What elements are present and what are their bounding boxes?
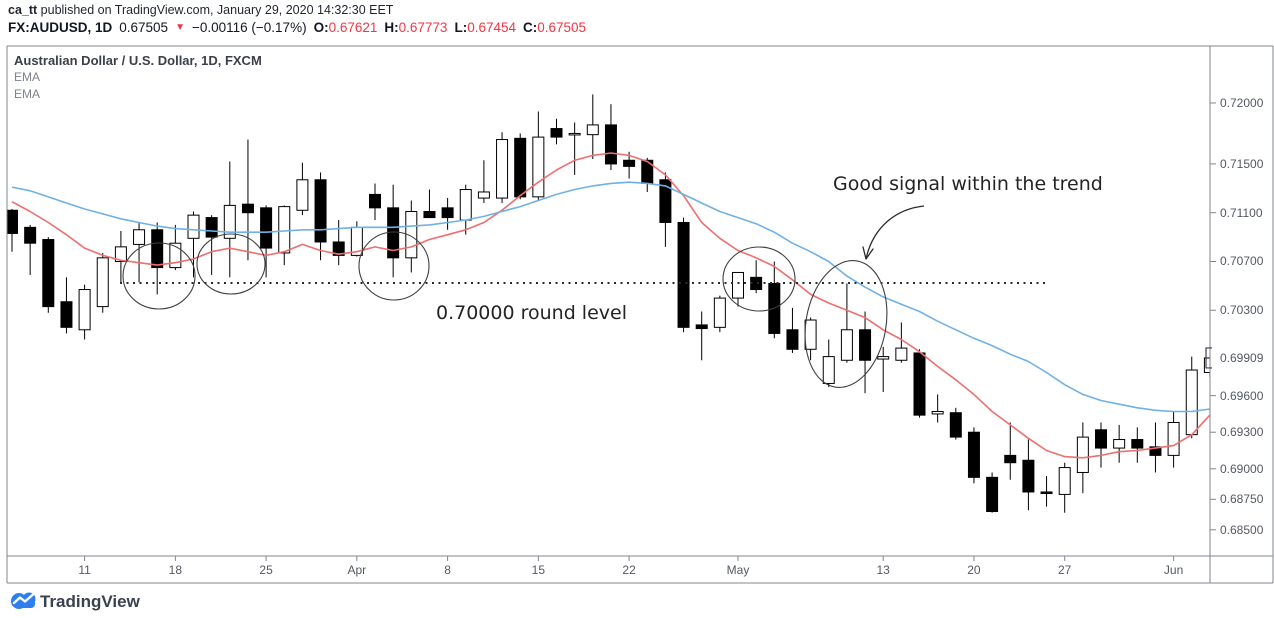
tradingview-logo-icon[interactable] (8, 590, 38, 612)
time-tick-label: 8 (444, 563, 451, 577)
symbol-info-bar: FX:AUDUSD, 1D 0.67505 ▼ −0.00116 (−0.17%… (8, 20, 586, 35)
time-tick-label: 18 (168, 563, 183, 577)
time-tick-label: 22 (622, 563, 636, 577)
indicator-label-ema2[interactable]: EMA (14, 87, 41, 101)
chart-title: Australian Dollar / U.S. Dollar, 1D, FXC… (14, 53, 262, 68)
price-tick-label: 0.70700 (1220, 254, 1264, 269)
symbol-name: FX:AUDUSD, 1D (8, 20, 113, 35)
time-tick-label: 13 (876, 563, 890, 577)
time-tick-label: Jun (1163, 563, 1184, 577)
indicator-label-ema1[interactable]: EMA (14, 70, 41, 84)
time-tick-label: 25 (259, 563, 273, 577)
price-tick-label: 0.70300 (1220, 303, 1264, 318)
tradingview-logo-text[interactable]: TradingView (40, 592, 140, 611)
time-tick-label: 27 (1058, 563, 1072, 577)
price-tick-label: 0.71100 (1220, 205, 1263, 220)
byline-text: published on TradingView.com, January 29… (37, 3, 394, 17)
price-tick-label: 0.69300 (1220, 425, 1264, 440)
user-drawings-layer (120, 205, 1047, 388)
price-axis-ticks (1205, 102, 1216, 531)
price-change: −0.00116 (−0.17%) (191, 20, 307, 35)
last-price: 0.67505 (119, 20, 169, 35)
time-tick-label: 20 (967, 563, 981, 577)
close-value: C:0.67505 (523, 20, 587, 35)
annotation-trend-note: Good signal within the trend (833, 173, 1103, 195)
time-tick-label: May (726, 563, 750, 577)
price-tick-label: 0.68750 (1220, 492, 1264, 507)
open-value: O:0.67621 (313, 20, 378, 35)
high-value: H:0.67773 (384, 20, 448, 35)
price-tick-label: 0.69600 (1220, 388, 1264, 403)
low-value: L:0.67454 (454, 20, 517, 35)
annotation-level-note: 0.70000 round level (436, 302, 627, 324)
chart-frame (6, 45, 1274, 584)
byline: ca_tt published on TradingView.com, Janu… (8, 3, 393, 17)
price-tick-label: 0.71500 (1220, 156, 1264, 171)
price-tick-label: 0.72000 (1220, 95, 1264, 110)
last-price-axis-label: 0.69909 (1220, 350, 1264, 365)
time-tick-label: 11 (78, 563, 91, 577)
time-tick-label: 15 (531, 563, 546, 577)
price-tick-label: 0.69000 (1220, 461, 1264, 476)
price-tick-label: 0.68500 (1220, 522, 1264, 537)
plot-area[interactable] (7, 94, 1216, 513)
price-down-icon: ▼ (175, 22, 185, 33)
author-name: ca_tt (8, 3, 38, 17)
time-axis-ticks (84, 556, 1175, 561)
time-tick-label: Apr (347, 563, 367, 577)
